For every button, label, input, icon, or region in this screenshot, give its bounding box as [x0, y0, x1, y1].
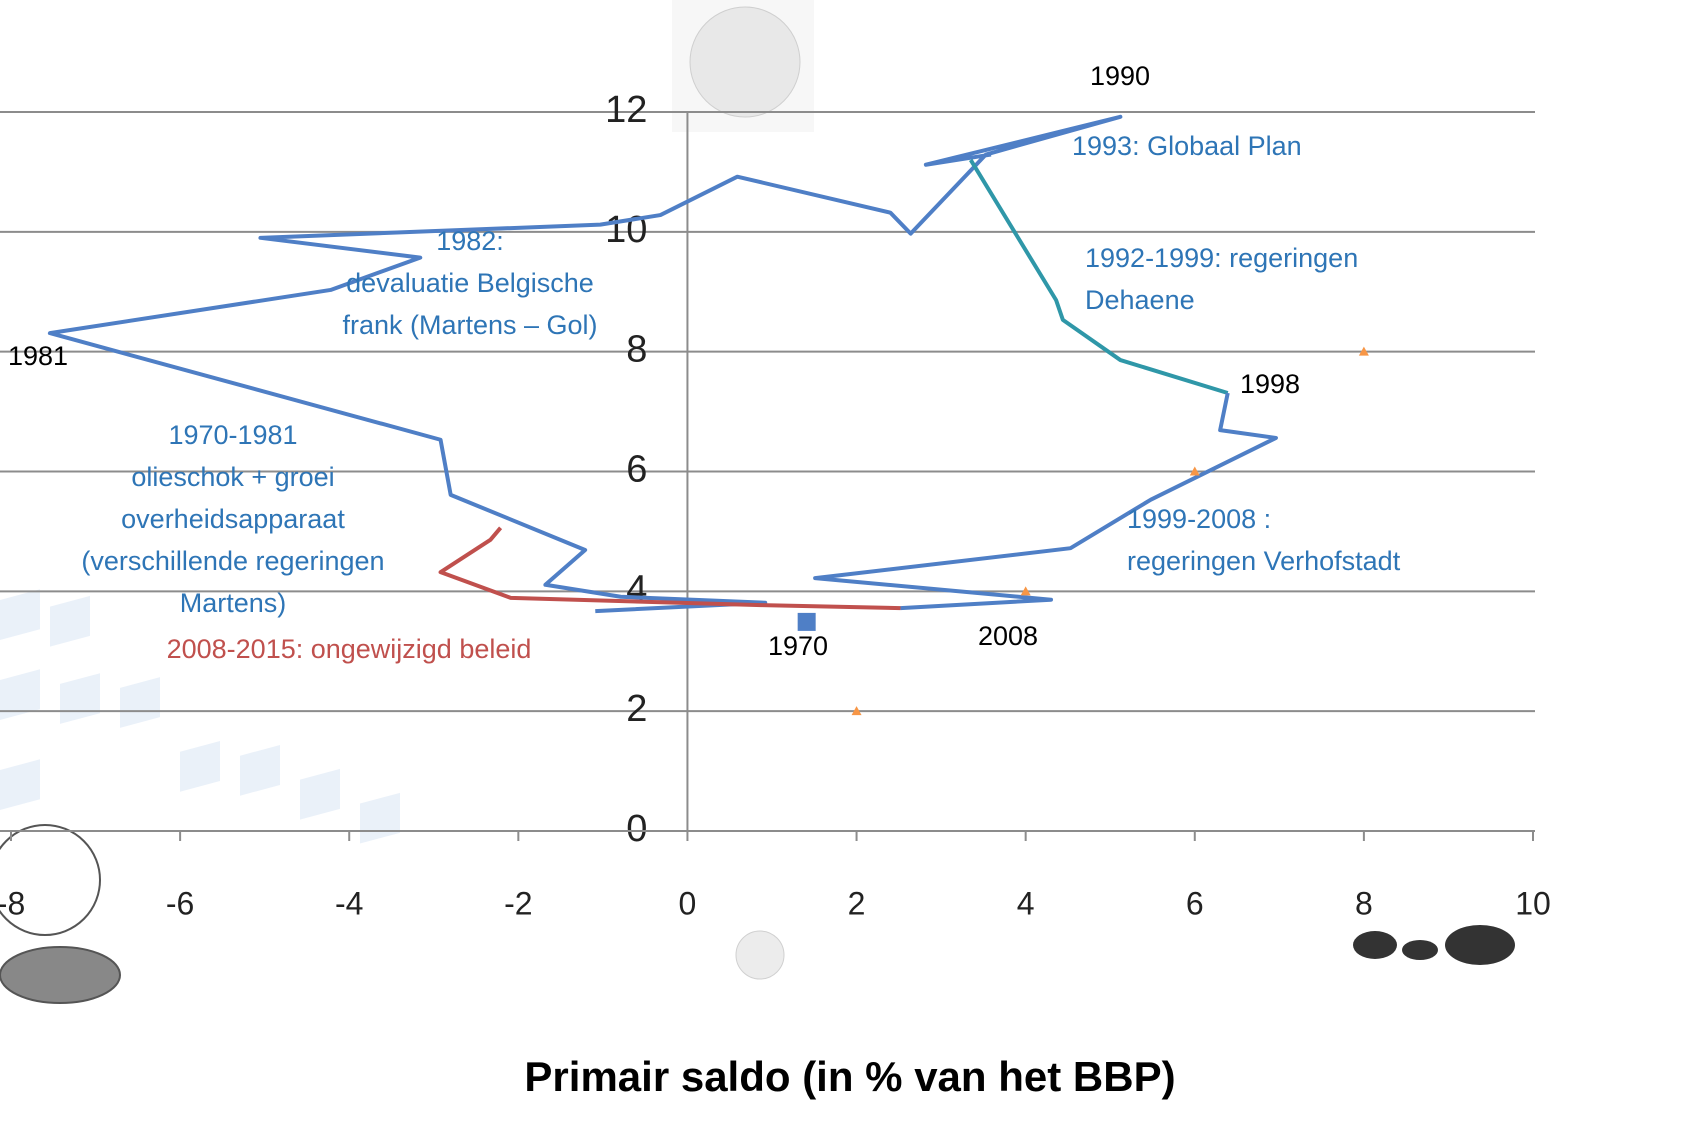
annotation: 1998 — [1240, 369, 1300, 399]
y-tick-label: 12 — [605, 89, 647, 131]
y-tick-label: 0 — [626, 808, 647, 850]
annotation: 1999-2008 : — [1127, 504, 1271, 534]
x-tick-label: 8 — [1355, 885, 1373, 921]
line-series — [813, 392, 1278, 611]
annotation: overheidsapparaat — [121, 504, 345, 534]
point — [797, 612, 816, 631]
annotation: 1990 — [1090, 61, 1150, 91]
annotation: Martens) — [180, 588, 287, 618]
y-tick-label: 4 — [626, 568, 647, 610]
x-tick-label: 2 — [848, 885, 866, 921]
snowball-small — [735, 930, 785, 980]
annotation: 1981 — [8, 341, 68, 371]
line-series — [47, 114, 1123, 614]
y-tick-label: 2 — [626, 688, 647, 730]
annotation: regeringen Verhofstadt — [1127, 546, 1401, 576]
x-tick-label: -6 — [166, 885, 194, 921]
annotation: Dehaene — [1085, 285, 1195, 315]
x-tick-label: 4 — [1017, 885, 1035, 921]
annotation: 1970 — [768, 631, 828, 661]
annotation: devaluatie Belgische — [346, 268, 594, 298]
point — [1358, 346, 1369, 356]
line-series — [968, 158, 1229, 395]
annotation: olieschok + groei — [131, 462, 334, 492]
annotation: 1970-1981 — [168, 420, 297, 450]
annotation: 1982: — [436, 226, 504, 256]
x-axis-label: Primair saldo (in % van het BBP) — [524, 1053, 1175, 1100]
annotation: 1993: Globaal Plan — [1072, 131, 1302, 161]
ant-image — [1353, 925, 1515, 965]
annotation: 2008 — [978, 621, 1038, 651]
point — [851, 706, 862, 716]
x-tick-label: -4 — [335, 885, 363, 921]
point — [1189, 466, 1200, 476]
background-tiles — [0, 589, 400, 844]
snowball-image — [672, 0, 814, 132]
x-tick-label: -8 — [0, 885, 25, 921]
x-tick-label: -2 — [504, 885, 532, 921]
x-tick-label: 10 — [1515, 885, 1551, 921]
y-tick-label: 10 — [605, 209, 647, 251]
x-tick-label: 6 — [1186, 885, 1204, 921]
line-series — [438, 526, 901, 611]
annotation: (verschillende regeringen — [81, 546, 384, 576]
annotation: frank (Martens – Gol) — [342, 310, 597, 340]
annotation: 1992-1999: regeringen — [1085, 243, 1358, 273]
x-tick-label: 0 — [679, 885, 697, 921]
beetle-image — [0, 824, 121, 1004]
y-tick-label: 8 — [626, 329, 647, 371]
point — [1020, 586, 1031, 596]
annotation: 2008-2015: ongewijzigd beleid — [167, 634, 532, 664]
y-tick-label: 6 — [626, 449, 647, 491]
